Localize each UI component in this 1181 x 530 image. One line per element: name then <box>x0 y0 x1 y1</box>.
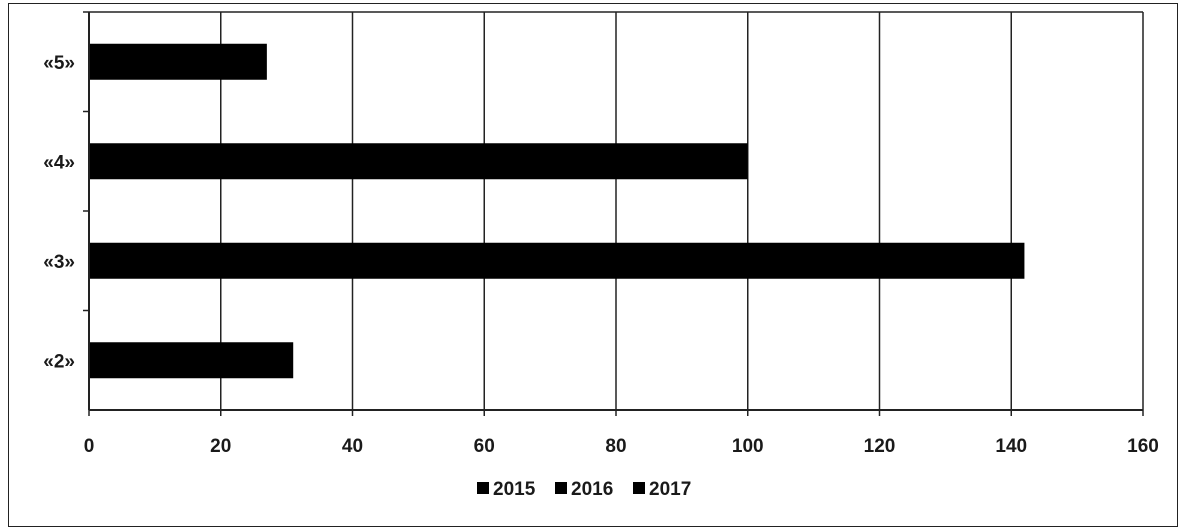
bar-2015-1 <box>89 242 1025 279</box>
category-label: «3» <box>43 252 75 273</box>
legend-label: 2015 <box>493 479 536 500</box>
x-tick-label: 120 <box>864 436 896 457</box>
x-tick-labels: 0 20 40 60 80 100 120 140 160 <box>84 436 1159 457</box>
x-tick-label: 160 <box>1127 436 1159 457</box>
x-tick-label: 20 <box>210 436 231 457</box>
legend-label: 2016 <box>571 479 613 500</box>
x-tick-label: 40 <box>342 436 363 457</box>
bar-2015-0 <box>89 342 294 379</box>
category-label: «2» <box>43 351 75 372</box>
axes <box>83 11 1144 416</box>
x-tick-label: 0 <box>84 436 95 457</box>
bars <box>89 43 1025 379</box>
x-tick-label: 140 <box>995 436 1027 457</box>
legend-swatch-2017 <box>633 482 645 494</box>
bar-2015-2 <box>89 143 748 180</box>
category-label: «4» <box>43 152 75 173</box>
legend: 2015 2016 2017 <box>477 479 691 500</box>
bar-2015-3 <box>89 43 267 80</box>
category-labels: «2» «3» «4» «5» <box>43 53 75 373</box>
x-tick-label: 60 <box>474 436 495 457</box>
legend-swatch-2016 <box>555 482 567 494</box>
x-tick-label: 80 <box>605 436 626 457</box>
x-tick-label: 100 <box>732 436 764 457</box>
category-label: «5» <box>43 53 75 74</box>
legend-label: 2017 <box>649 479 691 500</box>
legend-swatch-2015 <box>477 482 489 494</box>
